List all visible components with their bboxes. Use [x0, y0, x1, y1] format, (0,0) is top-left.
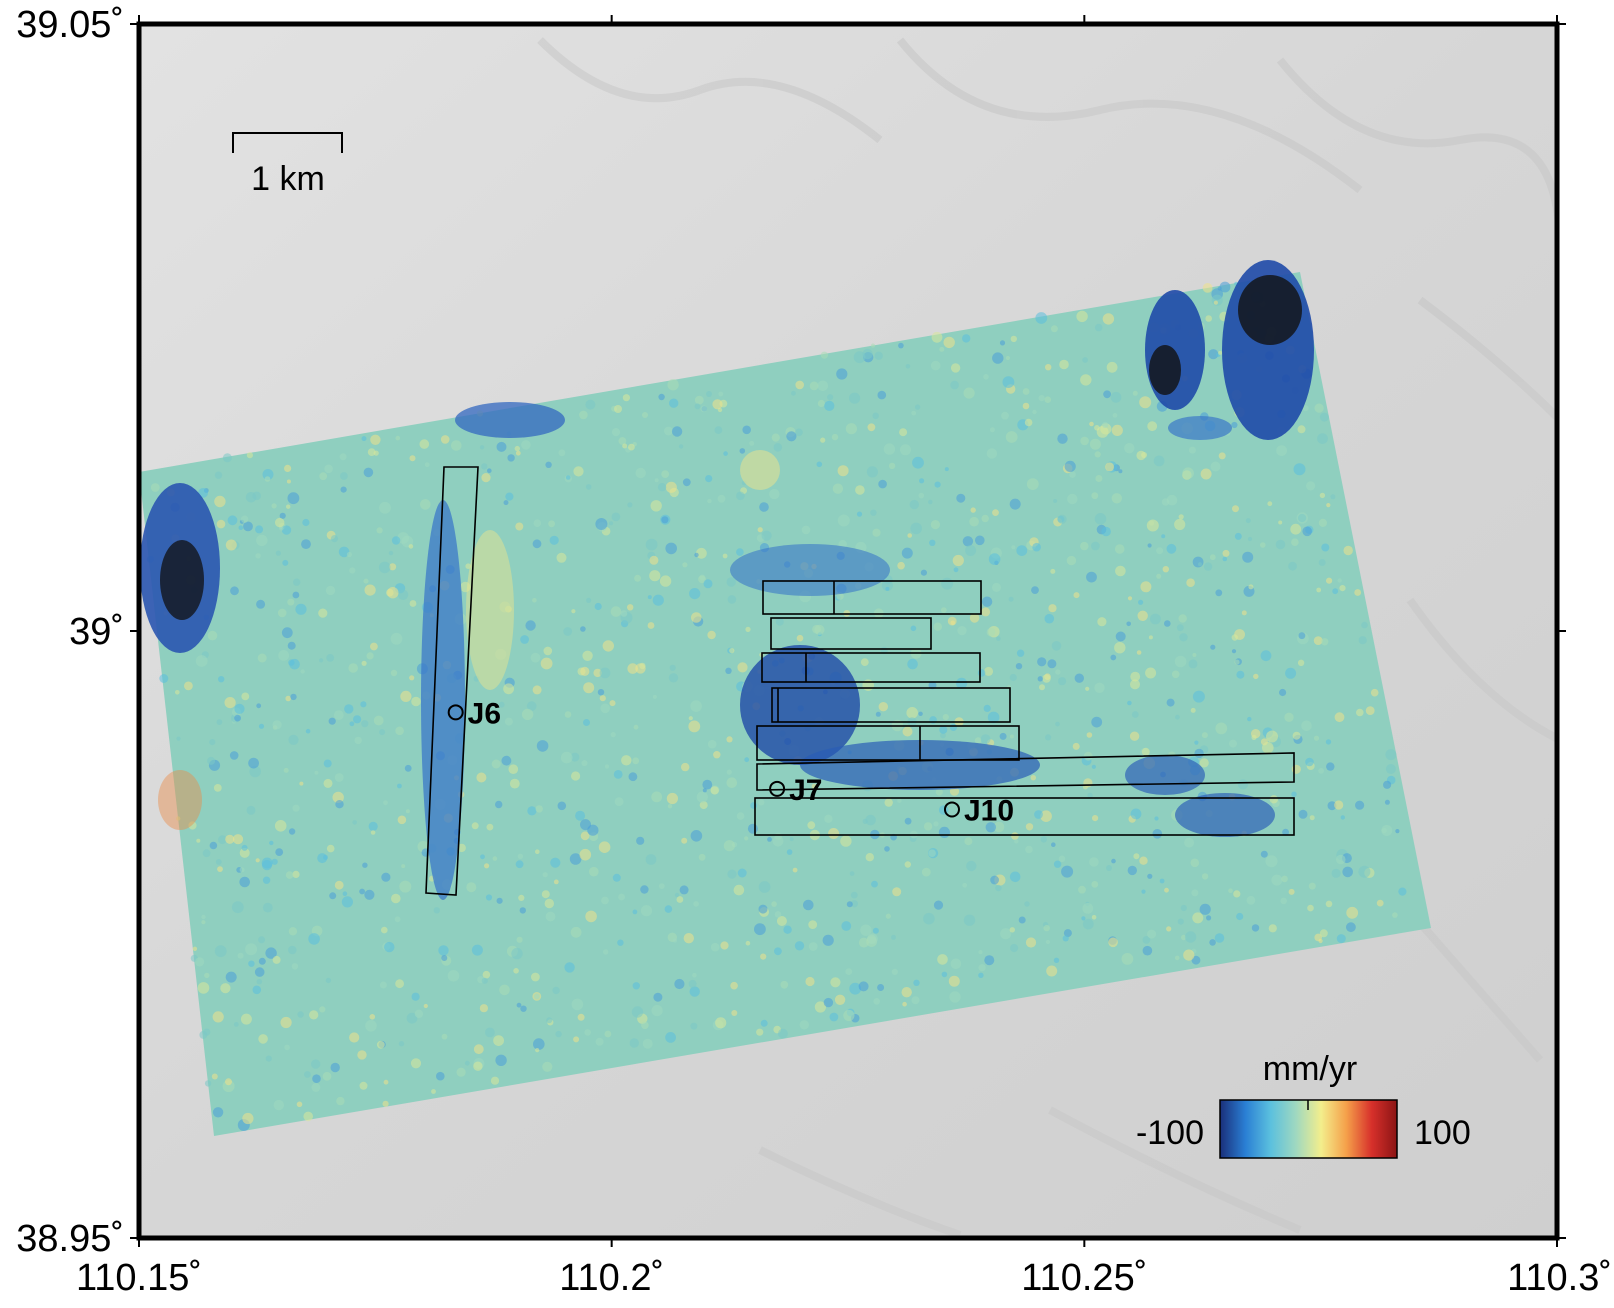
panel-outline: [761, 652, 981, 683]
stations: J6 J7 J10: [447, 697, 1014, 827]
panel-outline: [762, 580, 982, 615]
y-tick-label: 39.05˚: [16, 4, 124, 46]
panel-outline: [756, 752, 1295, 791]
scale-bar-label: 1 km: [251, 160, 325, 198]
station-label-j7: J7: [789, 774, 822, 807]
scale-bar: 1 km: [232, 132, 343, 198]
colorbar-max-label: 100: [1414, 1114, 1471, 1152]
colorbar-unit: mm/yr: [1263, 1050, 1357, 1088]
panel-outline: [771, 687, 1011, 723]
subsidence-zone-ne-1: [1145, 290, 1205, 410]
station-label-j6: J6: [468, 697, 501, 730]
colorbar-min-label: -100: [1136, 1114, 1204, 1152]
station-marker-j10: [943, 801, 960, 818]
station-label-j10: J10: [964, 794, 1014, 827]
hillshade-ridges: [537, 37, 1557, 1238]
mining-panel-outlines: [425, 466, 1295, 896]
colorbar: mm/yr -100 100: [1136, 1050, 1471, 1159]
station-marker-j7: [769, 780, 786, 797]
panel-outline: [756, 725, 1020, 761]
x-tick-label: 110.25˚: [1021, 1257, 1147, 1299]
subsidence-zones: [140, 260, 1314, 900]
x-tick-label: 110.15˚: [76, 1257, 202, 1299]
subsidence-zone-strip: [421, 500, 465, 900]
panel-outline: [770, 617, 932, 650]
station-marker-j6: [447, 704, 464, 721]
x-tick-label: 110.3˚: [1507, 1257, 1612, 1299]
panel-outline-j6: [425, 466, 479, 896]
subsidence-zone-center: [740, 645, 860, 765]
y-tick-label: 39˚: [69, 611, 124, 653]
axis-ticks: 110.15˚ 110.2˚ 110.25˚ 110.3˚ 38.95˚ 39˚ 39.05…: [16, 4, 1612, 1299]
y-tick-label: 38.95˚: [16, 1218, 124, 1260]
panel-outline: [754, 797, 1295, 836]
x-tick-label: 110.2˚: [559, 1257, 664, 1299]
